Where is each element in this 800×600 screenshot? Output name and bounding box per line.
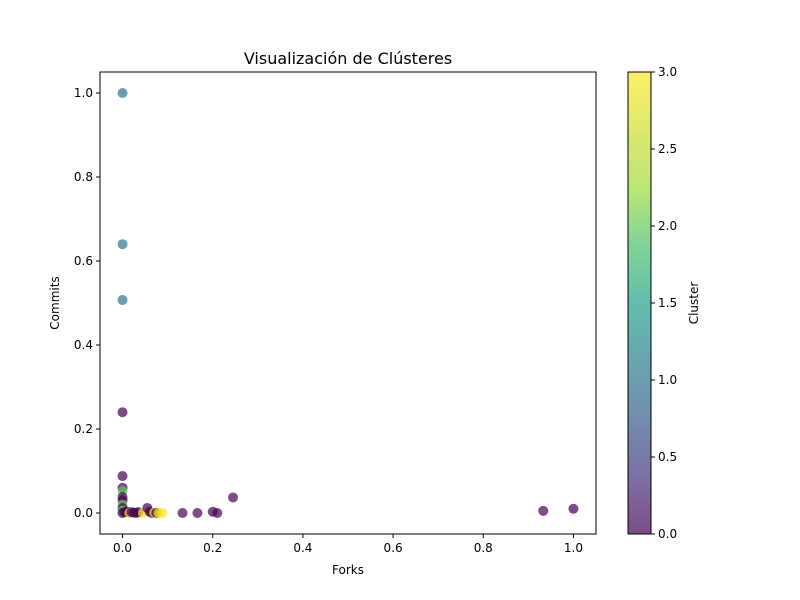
x-tick-label: 0.6 [384,541,403,555]
y-tick-label: 1.0 [74,86,93,100]
scatter-point [538,505,549,516]
colorbar-tick-label: 2.5 [658,142,677,156]
colorbar-tick-label: 3.0 [658,65,677,79]
y-tick-label: 0.0 [74,506,93,520]
scatter-point [568,503,579,514]
scatter-point [228,492,239,503]
y-tick-label: 0.2 [74,422,93,436]
colorbar-tick-label: 0.0 [658,527,677,541]
x-tick-label: 0.2 [203,541,222,555]
x-tick-label: 0.8 [474,541,493,555]
y-tick-label: 0.4 [74,338,93,352]
colorbar-tick-label: 0.5 [658,450,677,464]
scatter-point [117,239,128,250]
colorbar-label: Cluster [687,282,701,325]
scatter-point [117,295,128,306]
scatter-point [117,471,128,482]
scatter-point [212,508,223,518]
scatter-point [157,508,168,518]
colorbar-tick-label: 1.0 [658,373,677,387]
x-tick-label: 0.0 [113,541,132,555]
y-tick-label: 0.8 [74,170,93,184]
colorbar [628,72,651,534]
points-layer [117,88,579,518]
colorbar-tick-label: 2.0 [658,219,677,233]
x-axis-label: Forks [332,563,364,577]
y-axis-ticks: 0.0 0.2 0.4 0.6 0.8 1.0 [74,86,100,520]
x-tick-label: 0.4 [293,541,312,555]
colorbar-ticks: 0.0 0.5 1.0 1.5 2.0 2.5 3.0 [651,65,677,541]
scatter-point [117,88,128,98]
x-axis-ticks: 0.0 0.2 0.4 0.6 0.8 1.0 [113,534,583,555]
plot-frame [99,71,597,535]
y-axis-label: Commits [48,276,62,329]
scatter-point [192,508,203,518]
y-tick-label: 0.6 [74,254,93,268]
colorbar-tick-label: 1.5 [658,296,677,310]
chart-title: Visualización de Clústeres [244,49,452,68]
scatter-point [117,407,128,418]
scatter-point [177,508,188,518]
x-tick-label: 1.0 [564,541,583,555]
